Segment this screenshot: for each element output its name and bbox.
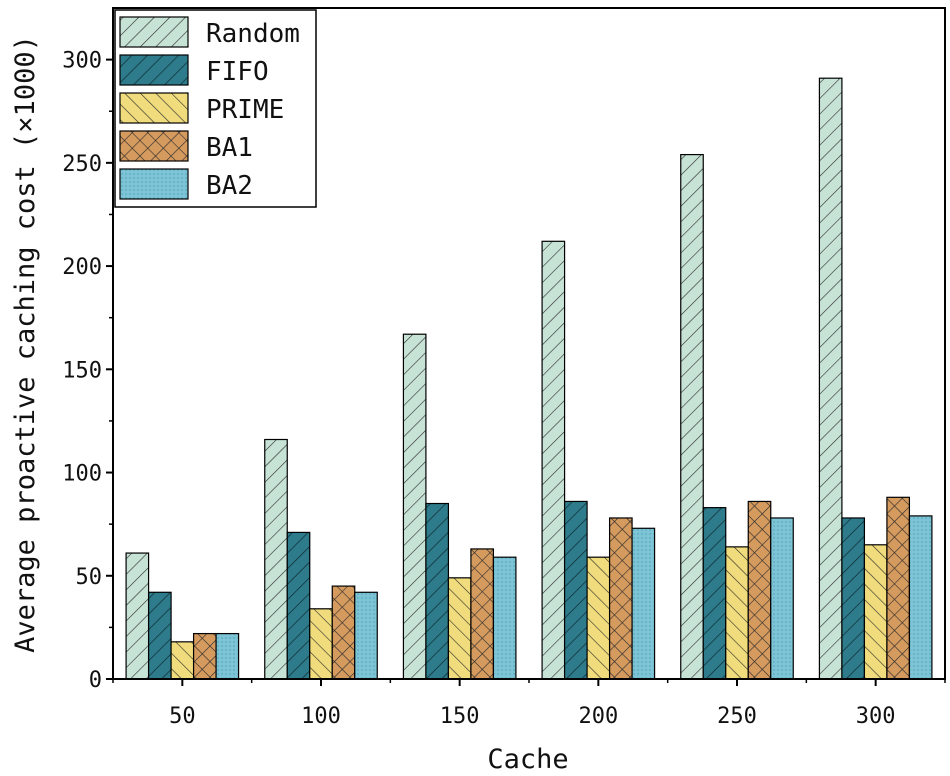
bar-ba2-100 xyxy=(354,591,378,680)
y-axis-title: Average proactive caching cost (×1000) xyxy=(10,35,41,653)
x-axis-title: Cache xyxy=(487,744,568,775)
legend-label: BA1 xyxy=(206,133,253,163)
bar-ba1-250 xyxy=(747,500,772,680)
bar-random-100 xyxy=(264,438,288,680)
legend-item-random: Random xyxy=(119,16,300,49)
bar-random-300 xyxy=(818,77,843,680)
bar-ba2-250 xyxy=(770,517,794,680)
bar-prime-300 xyxy=(863,544,888,680)
bar-prime-150 xyxy=(447,577,472,680)
bar-ba1-50 xyxy=(192,632,217,680)
legend-label: BA2 xyxy=(206,171,253,201)
legend: Random FIFO PRIME BA1 BA2 xyxy=(114,9,317,208)
bar-random-50 xyxy=(125,552,150,680)
bar-fifo-200 xyxy=(563,500,588,680)
legend-item-prime: PRIME xyxy=(119,92,284,125)
bar-ba1-150 xyxy=(470,548,495,680)
bar-fifo-250 xyxy=(702,507,727,680)
x-tick-label: 200 xyxy=(578,704,618,729)
bar-random-250 xyxy=(680,153,704,680)
y-tick-label: 100 xyxy=(62,462,102,487)
y-tick-label: 150 xyxy=(62,358,102,383)
bar-fifo-300 xyxy=(841,517,866,680)
legend-swatch xyxy=(119,54,189,86)
y-tick-label: 300 xyxy=(62,49,102,74)
legend-swatch xyxy=(119,168,189,200)
legend-items: Random FIFO PRIME BA1 BA2 xyxy=(119,16,300,201)
bar-fifo-150 xyxy=(425,502,450,680)
legend-item-ba1: BA1 xyxy=(119,130,253,163)
bar-prime-250 xyxy=(725,546,749,680)
y-tick-label: 50 xyxy=(76,565,103,590)
bar-ba1-100 xyxy=(331,585,356,680)
legend-label: PRIME xyxy=(206,95,284,125)
ticks-layer: 0 50 100 150 200 250 300 50 100 150 200 250 300 xyxy=(62,49,946,729)
bar-ba2-300 xyxy=(908,515,933,680)
bar-prime-100 xyxy=(309,608,333,680)
legend-swatch xyxy=(119,16,189,48)
legend-swatch xyxy=(119,92,189,124)
legend-label: Random xyxy=(206,19,300,49)
bar-fifo-100 xyxy=(286,531,311,680)
y-tick-label: 250 xyxy=(62,152,102,177)
bar-fifo-50 xyxy=(147,591,172,680)
x-tick-label: 150 xyxy=(440,704,480,729)
bar-random-150 xyxy=(402,333,427,680)
bar-prime-200 xyxy=(586,556,611,680)
bar-prime-50 xyxy=(170,641,195,680)
bar-ba1-200 xyxy=(608,517,633,680)
bar-ba2-50 xyxy=(215,632,240,680)
bars-layer xyxy=(125,77,933,680)
bar-ba2-150 xyxy=(492,556,517,680)
y-tick-label: 200 xyxy=(62,255,102,280)
x-tick-label: 300 xyxy=(856,704,896,729)
x-tick-label: 250 xyxy=(717,704,757,729)
legend-item-ba2: BA2 xyxy=(119,168,253,201)
y-tick-label: 0 xyxy=(89,668,102,693)
legend-label: FIFO xyxy=(206,57,269,87)
x-tick-label: 50 xyxy=(169,704,196,729)
bar-ba2-200 xyxy=(631,527,656,680)
bar-ba1-300 xyxy=(886,496,911,680)
x-tick-label: 100 xyxy=(301,704,341,729)
legend-item-fifo: FIFO xyxy=(119,54,269,87)
bar-random-200 xyxy=(541,240,566,680)
legend-swatch xyxy=(119,130,189,162)
